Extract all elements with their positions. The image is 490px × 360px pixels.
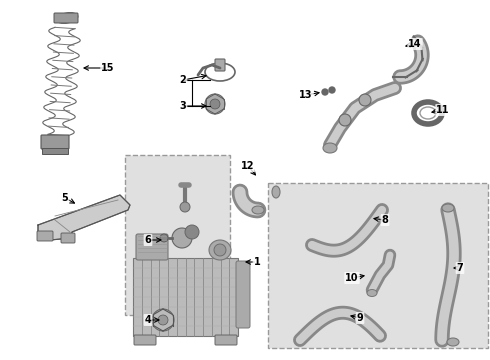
Text: 1: 1 xyxy=(254,257,260,267)
FancyBboxPatch shape xyxy=(41,135,69,149)
Text: 6: 6 xyxy=(145,235,151,245)
Text: 13: 13 xyxy=(299,90,313,100)
FancyBboxPatch shape xyxy=(134,335,156,345)
Circle shape xyxy=(160,234,168,242)
Text: 8: 8 xyxy=(382,215,389,225)
Circle shape xyxy=(172,228,192,248)
Polygon shape xyxy=(38,195,130,240)
Ellipse shape xyxy=(252,206,264,214)
Text: 11: 11 xyxy=(436,105,450,115)
Ellipse shape xyxy=(442,204,454,212)
Ellipse shape xyxy=(272,186,280,198)
Circle shape xyxy=(210,99,220,109)
Circle shape xyxy=(339,114,351,126)
Bar xyxy=(133,258,238,336)
FancyBboxPatch shape xyxy=(37,231,53,241)
FancyBboxPatch shape xyxy=(61,233,75,243)
Bar xyxy=(268,183,488,348)
Text: 9: 9 xyxy=(357,313,364,323)
Circle shape xyxy=(152,309,174,331)
Text: 2: 2 xyxy=(180,75,186,85)
Circle shape xyxy=(322,89,328,95)
Text: 4: 4 xyxy=(145,315,151,325)
Circle shape xyxy=(180,202,190,212)
Circle shape xyxy=(214,244,226,256)
Text: 15: 15 xyxy=(101,63,115,73)
Circle shape xyxy=(205,94,225,114)
Circle shape xyxy=(185,225,199,239)
Ellipse shape xyxy=(56,13,78,23)
Circle shape xyxy=(329,87,335,93)
Circle shape xyxy=(158,315,168,325)
FancyBboxPatch shape xyxy=(215,335,237,345)
Ellipse shape xyxy=(447,338,459,346)
Circle shape xyxy=(359,94,371,106)
Bar xyxy=(125,155,230,315)
FancyBboxPatch shape xyxy=(136,234,168,260)
Text: 12: 12 xyxy=(241,161,255,171)
Text: 3: 3 xyxy=(180,101,186,111)
Ellipse shape xyxy=(367,289,377,297)
FancyBboxPatch shape xyxy=(215,59,225,71)
Ellipse shape xyxy=(209,240,231,260)
Text: 10: 10 xyxy=(345,273,359,283)
FancyBboxPatch shape xyxy=(54,13,78,23)
Text: 7: 7 xyxy=(457,263,464,273)
FancyBboxPatch shape xyxy=(236,261,250,328)
Ellipse shape xyxy=(323,143,337,153)
Bar xyxy=(42,148,68,154)
Text: 5: 5 xyxy=(62,193,69,203)
Text: 14: 14 xyxy=(408,39,422,49)
